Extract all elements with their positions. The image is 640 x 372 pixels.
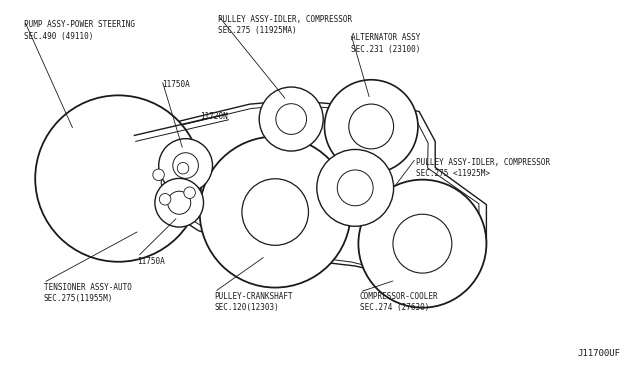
Ellipse shape (35, 95, 202, 262)
Text: PULLEY ASSY-IDLER, COMPRESSOR
SEC.275 <11925M>: PULLEY ASSY-IDLER, COMPRESSOR SEC.275 <1… (416, 158, 550, 178)
Ellipse shape (155, 179, 204, 227)
Text: PULLEY-CRANKSHAFT
SEC.120(12303): PULLEY-CRANKSHAFT SEC.120(12303) (214, 292, 293, 312)
Text: PUMP ASSY-POWER STEERING
SEC.490 (49110): PUMP ASSY-POWER STEERING SEC.490 (49110) (24, 20, 135, 41)
Ellipse shape (317, 150, 394, 226)
Text: J11700UF: J11700UF (578, 349, 621, 358)
Polygon shape (161, 169, 187, 198)
Ellipse shape (153, 169, 164, 180)
Ellipse shape (159, 193, 171, 205)
Ellipse shape (184, 187, 195, 199)
Ellipse shape (159, 139, 212, 192)
Text: TENSIONER ASSY-AUTO
SEC.275(11955M): TENSIONER ASSY-AUTO SEC.275(11955M) (44, 283, 131, 303)
Ellipse shape (200, 137, 351, 288)
Ellipse shape (358, 180, 486, 308)
Ellipse shape (259, 87, 323, 151)
Ellipse shape (177, 163, 189, 174)
Text: ALTERNATOR ASSY
SEC.231 (23100): ALTERNATOR ASSY SEC.231 (23100) (351, 33, 420, 54)
Text: COMPRESSOR-COOLER
SEC.274 (27630): COMPRESSOR-COOLER SEC.274 (27630) (360, 292, 438, 312)
Text: 11750A: 11750A (138, 257, 165, 266)
Ellipse shape (324, 80, 418, 173)
Text: 11750A: 11750A (162, 80, 189, 89)
Text: 11720N: 11720N (200, 112, 228, 121)
Text: PULLEY ASSY-IDLER, COMPRESSOR
SEC.275 (11925MA): PULLEY ASSY-IDLER, COMPRESSOR SEC.275 (1… (218, 15, 352, 35)
